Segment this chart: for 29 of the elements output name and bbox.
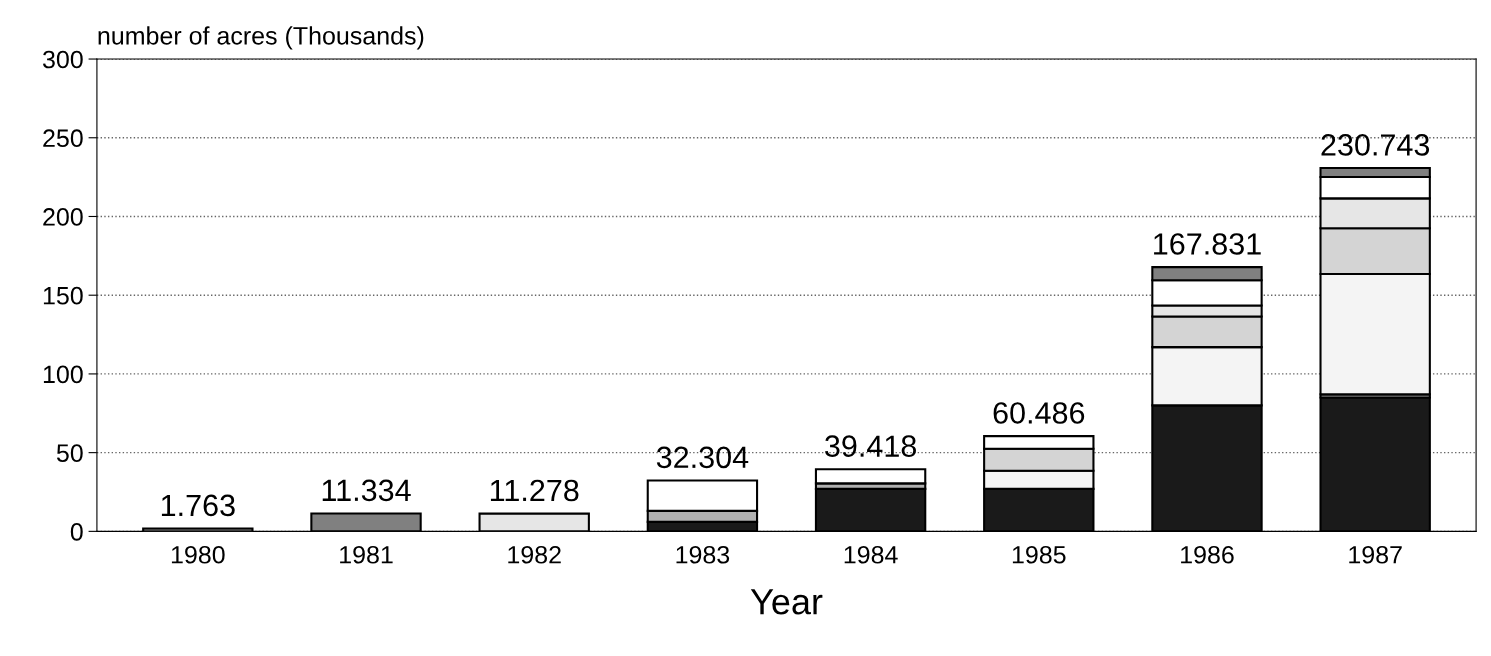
total-label: 230.743 [1321, 134, 1430, 156]
y-tick-label: 100 [43, 365, 83, 384]
total-label: 1.763 [161, 494, 235, 517]
bar [310, 512, 422, 532]
y-tick-label: 250 [43, 129, 83, 148]
x-tick-label: 1983 [676, 545, 730, 564]
bar [814, 487, 927, 532]
total-label: 11.334 [322, 479, 411, 502]
x-tick-label: 1985 [1012, 545, 1066, 564]
x-tick-label: 1984 [844, 545, 898, 564]
total-label: 32.304 [656, 446, 749, 469]
total-label: 167.831 [1154, 233, 1261, 255]
total-label: 39.418 [825, 435, 916, 457]
total-label: 60.486 [993, 402, 1085, 424]
bar [478, 512, 590, 532]
x-tick-label: 1981 [340, 545, 393, 564]
y-tick-label: 0 [70, 522, 83, 541]
y-axis-title: number of acres (Thousands) [98, 26, 424, 50]
y-tick-label: 50 [56, 444, 83, 462]
x-tick-label: 1982 [508, 545, 561, 564]
x-axis-title: Year [750, 589, 823, 615]
total-label: 11.278 [490, 479, 579, 502]
x-tick-label: 1987 [1349, 545, 1402, 564]
y-tick-label: 300 [42, 50, 83, 69]
y-tick-label: 150 [43, 286, 83, 305]
x-tick-label: 1986 [1181, 545, 1234, 564]
x-tick-label: 1980 [171, 545, 225, 564]
bar [1319, 396, 1431, 532]
y-tick-label: 200 [43, 208, 83, 226]
